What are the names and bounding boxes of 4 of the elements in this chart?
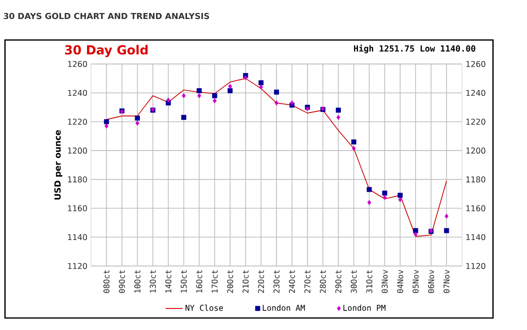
y-axis-title: USD per ounce: [54, 130, 62, 200]
text: 30 Day Gold: [65, 44, 148, 58]
text: High 1251.75 Low 1140.00: [354, 44, 476, 54]
chart-title: 30 DAYS GOLD CHART AND TREND ANALYSIS: [4, 12, 210, 20]
